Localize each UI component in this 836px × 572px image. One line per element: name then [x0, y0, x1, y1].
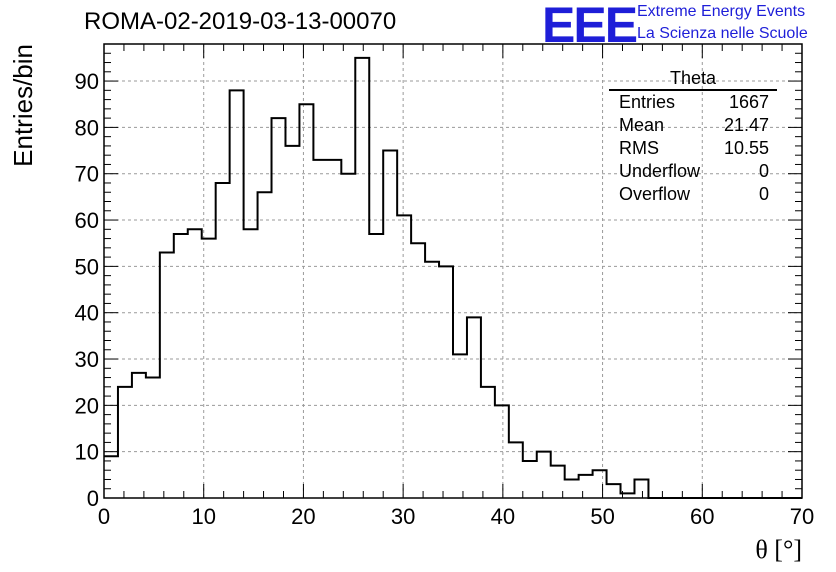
- y-tick-label: 10: [75, 440, 99, 465]
- stats-title: Theta: [609, 68, 777, 91]
- logo-line-1: Extreme Energy Events: [637, 3, 806, 20]
- x-tick-label: 70: [790, 504, 814, 529]
- histogram-bin: [258, 192, 272, 498]
- stats-value: 0: [758, 184, 769, 204]
- x-tick-label: 30: [391, 504, 415, 529]
- stats-row-entries: Entries 1667: [609, 91, 777, 114]
- stats-value: 21.47: [723, 115, 769, 135]
- stats-label: Overflow: [619, 184, 691, 204]
- plot-frame: [103, 43, 803, 499]
- histogram-bin: [579, 475, 593, 498]
- histogram-bin: [341, 174, 355, 498]
- logo-line-2: La Scienza nelle Scuole: [637, 25, 808, 42]
- histogram-bin: [439, 266, 453, 498]
- x-axis-title: θ [°]: [755, 535, 802, 564]
- histogram-bin: [272, 118, 286, 498]
- stats-row-rms: RMS 10.55: [609, 137, 777, 160]
- histogram-bin: [104, 456, 118, 498]
- histogram-bin: [132, 373, 146, 498]
- histogram-bin: [467, 317, 481, 498]
- histogram-bin: [593, 470, 607, 498]
- x-tick-label: 50: [590, 504, 614, 529]
- stats-label: RMS: [619, 138, 659, 158]
- x-tick-label: 10: [191, 504, 215, 529]
- histogram-bin: [397, 215, 411, 498]
- stats-box: Theta Entries 1667 Mean 21.47 RMS 10.55 …: [609, 68, 777, 206]
- histogram-bin: [607, 484, 621, 498]
- y-tick-label: 70: [75, 162, 99, 187]
- histogram-bin: [495, 405, 509, 498]
- y-tick-label: 90: [75, 69, 99, 94]
- chart-title: ROMA-02-2019-03-13-00070: [84, 8, 397, 35]
- y-tick-label: 80: [75, 115, 99, 140]
- histogram-bin: [453, 354, 467, 498]
- x-tick-label: 40: [491, 504, 515, 529]
- x-tick-label: 60: [690, 504, 714, 529]
- histogram-bin: [355, 58, 369, 498]
- x-tick-label: 0: [98, 504, 110, 529]
- stats-value: 10.55: [723, 138, 769, 158]
- stats-label: Entries: [619, 92, 676, 112]
- histogram-bin: [551, 466, 565, 498]
- histogram-bin: [230, 90, 244, 498]
- y-tick-label: 30: [75, 347, 99, 372]
- y-axis-title: Entries/bin: [8, 44, 38, 167]
- histogram-bin: [216, 183, 230, 498]
- stats-row-mean: Mean 21.47: [609, 114, 777, 137]
- histogram-bin: [285, 146, 299, 498]
- histogram-bin: [523, 461, 537, 498]
- histogram-bin: [383, 151, 397, 498]
- histogram-bin: [509, 442, 523, 498]
- histogram-series: [104, 56, 802, 499]
- y-tick-label: 40: [75, 301, 99, 326]
- y-tick-label: 60: [75, 208, 99, 233]
- stats-row-underflow: Underflow 0: [609, 160, 777, 183]
- histogram-bin: [299, 104, 313, 498]
- histogram-bin: [174, 234, 188, 498]
- eee-logo: EEE: [542, 0, 638, 53]
- stats-row-overflow: Overflow 0: [609, 183, 777, 206]
- histogram-bin: [313, 160, 327, 498]
- histogram-bin: [537, 452, 551, 498]
- histogram-bin: [481, 387, 495, 498]
- histogram-bin: [118, 387, 132, 498]
- stats-label: Underflow: [619, 161, 701, 181]
- histogram-bin: [244, 229, 258, 498]
- histogram-bin: [411, 243, 425, 498]
- y-tick-label: 0: [87, 486, 99, 511]
- histogram-bin: [369, 234, 383, 498]
- y-tick-label: 50: [75, 254, 99, 279]
- histogram-bin: [202, 239, 216, 498]
- histogram-bin: [425, 262, 439, 498]
- stats-value: 1667: [728, 92, 769, 112]
- y-tick-label: 20: [75, 393, 99, 418]
- histogram-bin: [160, 252, 174, 498]
- histogram-bin: [565, 479, 579, 498]
- stats-label: Mean: [619, 115, 665, 135]
- histogram-bin: [634, 479, 648, 498]
- histogram-bin: [188, 229, 202, 498]
- histogram-bin: [146, 378, 160, 498]
- x-tick-label: 20: [291, 504, 315, 529]
- histogram-bin: [327, 160, 341, 498]
- stats-value: 0: [758, 161, 769, 181]
